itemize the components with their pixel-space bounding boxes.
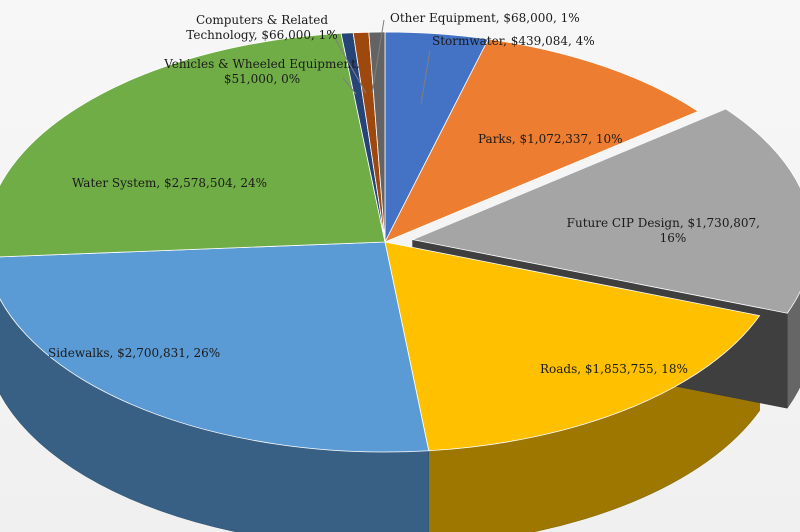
data-label-parks: Parks, $1,072,337, 10%: [478, 132, 623, 146]
leader-line-computers-related-technology: [329, 29, 367, 94]
pie-slice-water-system: [0, 32, 386, 258]
pie-slice-future-cip-design: [411, 108, 800, 314]
leader-line-other-equipment: [371, 19, 385, 94]
data-label-water-system: Water System, $2,578,504, 24%: [72, 176, 267, 190]
data-label-other-equipment: Other Equipment, $68,000, 1%: [390, 11, 580, 25]
pie-slice-parks: [384, 38, 699, 243]
data-label-future-cip-design: Future CIP Design, $1,730,807, 16%: [567, 216, 760, 245]
data-label-vehicles-wheeled-equipment: Vehicles & Wheeled Equipment, $51,000, 0%: [163, 57, 360, 86]
data-label-stormwater: Stormwater, $439,084, 4%: [432, 34, 595, 48]
pie-slice-roads: [384, 241, 761, 452]
data-label-roads: Roads, $1,853,755, 18%: [540, 362, 688, 376]
data-label-computers-related-technology: Computers & Related Technology, $66,000, …: [186, 13, 337, 42]
pie-slice-sidewalks: [0, 241, 430, 453]
pie-labels: Stormwater, $439,084, 4% Parks, $1,072,33…: [48, 11, 760, 376]
pie-tops: [0, 31, 800, 453]
pie-slice-other-equipment: [368, 31, 386, 243]
data-label-sidewalks: Sidewalks, $2,700,831, 26%: [48, 346, 220, 360]
leader-line-vehicles-wheeled-equipment: [342, 77, 357, 95]
leader-line-stormwater: [420, 49, 431, 105]
